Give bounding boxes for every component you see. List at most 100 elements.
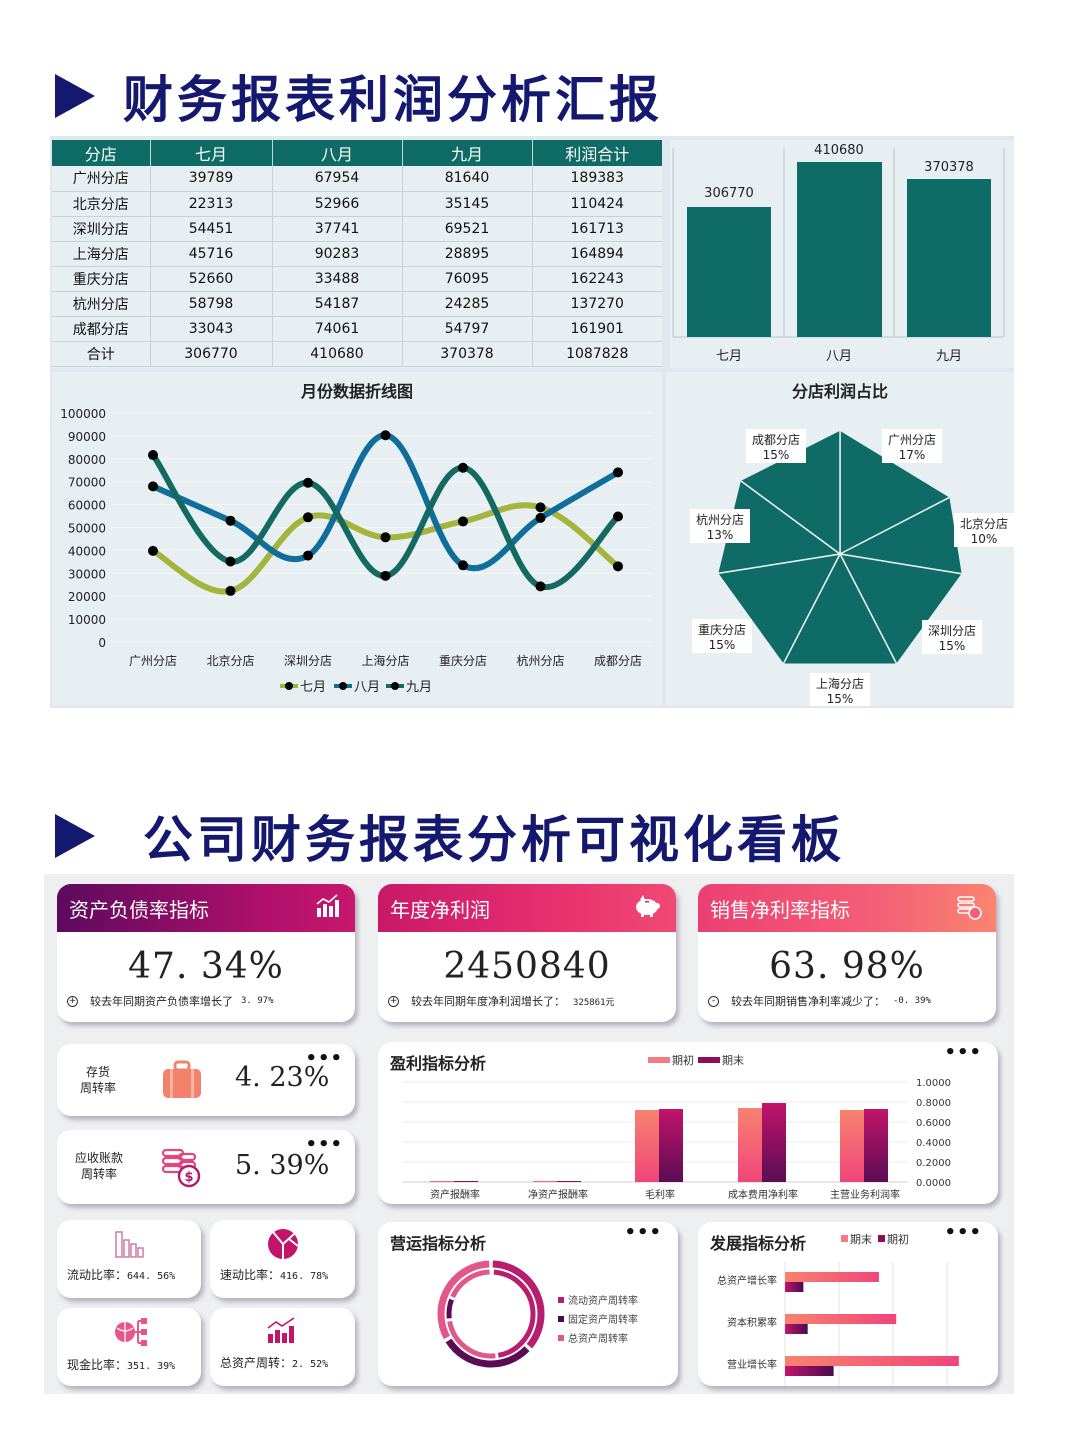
value-cell: 67954 bbox=[272, 166, 403, 192]
value-cell: 306770 bbox=[150, 341, 273, 367]
kpi-card-sales-margin[interactable]: 销售净利率指标 63. 98% - 较去年同期销售净利率减少了： -0. 39% bbox=[698, 884, 996, 1022]
coins-icon bbox=[956, 894, 982, 925]
more-options-button[interactable]: ••• bbox=[624, 1222, 662, 1243]
plus-circle-icon: + bbox=[388, 995, 399, 1007]
table-row: 重庆分店 52660 33488 76095 162243 bbox=[52, 266, 662, 292]
value-cell: 90283 bbox=[272, 241, 403, 267]
value-cell: 189383 bbox=[532, 166, 662, 192]
network-icon bbox=[113, 1316, 149, 1352]
receivables-turnover-card[interactable]: ••• 应收账款 周转率 $ 5. 39% bbox=[57, 1130, 355, 1204]
legend-label: 固定资产周转率 bbox=[568, 1313, 638, 1326]
data-point bbox=[535, 581, 546, 592]
donut-segment bbox=[446, 1298, 454, 1319]
data-point bbox=[535, 502, 546, 513]
table-header-row: 分店 七月 八月 九月 利润合计 bbox=[52, 140, 662, 166]
value-cell: 54451 bbox=[150, 216, 273, 242]
header-total: 利润合计 bbox=[532, 140, 662, 166]
svg-text:广州分店: 广州分店 bbox=[888, 433, 936, 447]
y-tick-label: 40000 bbox=[68, 544, 106, 558]
triangle-marker-icon bbox=[55, 74, 95, 118]
turnover-value: 5. 39% bbox=[235, 1150, 330, 1181]
y-tick-label: 20000 bbox=[68, 590, 106, 604]
kpi-note-text: 较去年同期年度净利润增长了： bbox=[411, 995, 565, 1008]
bar-end bbox=[864, 1109, 888, 1182]
x-tick-label: 净资产报酬率 bbox=[528, 1188, 588, 1201]
inventory-turnover-card[interactable]: ••• 存货 周转率 4. 23% bbox=[57, 1044, 355, 1116]
data-point bbox=[380, 570, 391, 581]
value-cell: 370378 bbox=[402, 341, 533, 367]
bar-aug bbox=[797, 162, 882, 337]
kpi-note: - 较去年同期销售净利率减少了： -0. 39% bbox=[698, 993, 996, 1009]
value-cell: 164894 bbox=[532, 241, 662, 267]
y-tick-label: 70000 bbox=[68, 476, 106, 490]
current-ratio-card[interactable]: 流动比率：644. 56% bbox=[57, 1220, 201, 1298]
bar-end bbox=[785, 1356, 959, 1366]
more-options-button[interactable]: ••• bbox=[944, 1222, 982, 1243]
kpi-value: 63. 98% bbox=[769, 946, 925, 987]
legend-label: 九月 bbox=[406, 680, 432, 695]
section-title-dashboard: 公司财务报表分析可视化看板 bbox=[55, 800, 845, 872]
header-sep: 九月 bbox=[402, 140, 533, 166]
table-total-row: 合计 306770 410680 370378 1087828 bbox=[52, 341, 662, 367]
more-options-button[interactable]: ••• bbox=[305, 1048, 343, 1069]
minus-circle-icon: - bbox=[708, 995, 719, 1007]
value-cell: 35145 bbox=[402, 191, 533, 217]
legend-label: 期末 bbox=[850, 1232, 872, 1246]
pie-chart-title: 分店利润占比 bbox=[791, 382, 888, 401]
table-row: 杭州分店 58798 54187 24285 137270 bbox=[52, 291, 662, 317]
pie-icon bbox=[267, 1228, 299, 1264]
svg-text:杭州分店: 杭州分店 bbox=[696, 512, 744, 527]
bar-begin bbox=[635, 1110, 659, 1182]
data-point bbox=[225, 556, 236, 567]
cash-ratio-card[interactable]: 现金比率：351. 39% bbox=[57, 1308, 201, 1386]
bar-axis-jul: 七月 bbox=[716, 349, 742, 364]
turnover-value: 4. 23% bbox=[235, 1062, 330, 1093]
x-tick-label: 杭州分店 bbox=[516, 653, 564, 668]
bar-label-sep: 370378 bbox=[924, 160, 974, 175]
bar-label-jul: 306770 bbox=[704, 186, 754, 201]
y-tick-label: 0.8000 bbox=[916, 1098, 951, 1109]
section-title-text: 财务报表利润分析汇报 bbox=[123, 70, 663, 129]
ratio-text: 流动比率：644. 56% bbox=[67, 1268, 176, 1282]
kpi-card-debt-ratio[interactable]: 资产负债率指标 47. 34% + 较去年同期资产负债率增长了 3. 97% bbox=[57, 884, 355, 1022]
store-name-cell: 成都分店 bbox=[52, 316, 151, 342]
kpi-header: 年度净利润 bbox=[378, 884, 676, 932]
more-options-button[interactable]: ••• bbox=[944, 1042, 982, 1063]
bar-label-aug: 410680 bbox=[814, 143, 864, 158]
data-point bbox=[148, 545, 158, 556]
bar-end bbox=[785, 1272, 879, 1282]
legend-label: 八月 bbox=[354, 680, 380, 695]
total-asset-turnover-card[interactable]: 总资产周转：2. 52% bbox=[210, 1308, 355, 1386]
kpi-note: + 较去年同期资产负债率增长了 3. 97% bbox=[57, 993, 355, 1009]
kpi-delta: -0. 39% bbox=[893, 996, 931, 1006]
kpi-title: 年度净利润 bbox=[390, 898, 490, 922]
legend-label: 期初 bbox=[887, 1232, 909, 1246]
value-cell: 28895 bbox=[402, 241, 533, 267]
data-point bbox=[148, 481, 158, 492]
kpi-title: 资产负债率指标 bbox=[69, 898, 209, 922]
value-cell: 39789 bbox=[150, 166, 273, 192]
more-options-button[interactable]: ••• bbox=[305, 1134, 343, 1155]
bar-begin bbox=[840, 1110, 864, 1182]
growth-indicator-panel: 发展指标分析 ••• 总资产增长率 资本积累率 营业增长率 期末 期初 bbox=[698, 1222, 998, 1386]
data-point bbox=[225, 585, 236, 596]
legend-label: 总资产周转率 bbox=[568, 1332, 628, 1345]
y-tick-label: 0.6000 bbox=[916, 1118, 951, 1129]
donut-segment bbox=[445, 1338, 530, 1368]
plus-circle-icon: + bbox=[67, 995, 78, 1007]
x-tick-label: 重庆分店 bbox=[439, 654, 487, 668]
data-point bbox=[225, 515, 236, 526]
quick-ratio-card[interactable]: 速动比率：416. 78% bbox=[210, 1220, 355, 1298]
donut-segment bbox=[437, 1260, 490, 1340]
donut-segment bbox=[450, 1269, 490, 1299]
y-tick-label: 60000 bbox=[68, 499, 106, 513]
bar-end bbox=[785, 1314, 897, 1324]
bar-chart-icon bbox=[315, 894, 341, 923]
kpi-delta: 325861元 bbox=[573, 997, 615, 1008]
y-tick-label: 30000 bbox=[68, 567, 106, 581]
kpi-note: + 较去年同期年度净利润增长了： 325861元 bbox=[378, 993, 676, 1009]
kpi-card-net-profit[interactable]: 年度净利润 2450840 + 较去年同期年度净利润增长了： 325861元 bbox=[378, 884, 676, 1022]
